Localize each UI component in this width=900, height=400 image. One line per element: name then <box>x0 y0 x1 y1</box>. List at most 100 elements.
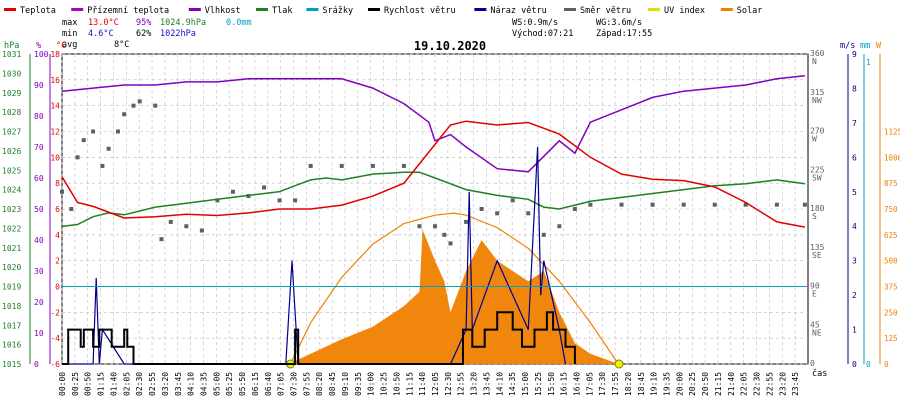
x-tick-label: 02:30 <box>135 372 144 396</box>
legend-label: UV index <box>664 6 705 16</box>
w-tick-label: 250 <box>884 308 898 317</box>
wind-dir-point <box>448 241 453 246</box>
x-tick-label: 06:40 <box>264 372 273 396</box>
w-tick-label: 625 <box>884 231 898 240</box>
x-tick-label: 09:10 <box>341 372 350 396</box>
dir-tick-label: 225 <box>810 165 825 174</box>
wind-dir-point <box>681 202 686 207</box>
series-pressure <box>61 171 806 228</box>
hpa-tick-label: 1016 <box>2 341 21 350</box>
dir-tick-compass: S <box>812 212 817 221</box>
x-tick-label: 15:00 <box>521 372 530 396</box>
ms-tick-label: 7 <box>852 119 857 128</box>
w-tick-label: 125 <box>884 334 898 343</box>
ms-tick-label: 5 <box>852 188 857 197</box>
legend-label: Solar <box>737 6 763 16</box>
wind-dir-point <box>277 198 282 203</box>
sunrise: Východ:07:21 <box>512 29 573 39</box>
dir-tick-label: 315 <box>810 88 825 97</box>
x-tick-label: 12:30 <box>444 372 453 396</box>
dir-tick-label: 90 <box>810 282 820 291</box>
sunset-marker <box>614 359 624 369</box>
wind-dir-point <box>215 198 220 203</box>
x-tick-label: 10:25 <box>380 372 389 396</box>
x-tick-label: 21:40 <box>727 372 736 396</box>
x-tick-label: 09:35 <box>354 372 363 396</box>
dir-tick-label: 180 <box>810 204 825 213</box>
x-tick-label: 04:35 <box>199 372 208 396</box>
x-tick-label: 01:40 <box>109 372 118 396</box>
wind-dir-point <box>122 112 127 117</box>
dir-tick-label: 360 <box>810 49 825 58</box>
x-unit-label: čas <box>812 368 827 379</box>
x-tick-label: 07:30 <box>290 372 299 396</box>
x-tick-label: 03:20 <box>161 372 170 396</box>
ms-tick-label: 2 <box>852 291 857 300</box>
legend-swatch <box>256 8 268 11</box>
series-humidity <box>61 74 805 173</box>
ms-tick-label: 3 <box>852 257 857 266</box>
x-tick-label: 20:00 <box>675 372 684 396</box>
dir-tick-label: 45 <box>810 320 820 329</box>
wind-wg: WG:3.6m/s <box>596 18 642 28</box>
x-tick-label: 13:45 <box>482 372 491 396</box>
x-tick-label: 08:45 <box>328 372 337 396</box>
wind-dir-point <box>106 146 111 151</box>
x-tick-label: 05:25 <box>225 372 234 396</box>
axis-unit-c: °C <box>56 41 66 51</box>
c-tick-label: 16 <box>50 76 60 85</box>
x-tick-label: 14:35 <box>508 372 517 396</box>
c-tick-label: 2 <box>55 257 60 266</box>
stat-min-press: 1022hPa <box>160 29 196 39</box>
x-tick-label: 06:15 <box>251 372 260 396</box>
legend-swatch <box>648 8 660 11</box>
x-tick-label: 07:05 <box>277 372 286 396</box>
pct-tick-label: 0 <box>34 360 39 369</box>
x-tick-label: 04:10 <box>187 372 196 396</box>
x-tick-label: 11:15 <box>405 372 414 396</box>
wind-dir-point <box>81 138 86 143</box>
x-tick-label: 10:50 <box>392 372 401 396</box>
wind-dir-point <box>69 207 74 211</box>
legend-label: Srážky <box>322 6 353 16</box>
stat-max-hum: 95% <box>136 18 151 28</box>
x-tick-label: 20:50 <box>701 372 710 396</box>
legend-swatch <box>188 8 201 11</box>
wind-dir-point <box>293 198 298 203</box>
x-tick-label: 19:10 <box>650 372 659 396</box>
x-tick-label: 00:50 <box>84 372 93 396</box>
x-tick-label: 12:05 <box>431 372 440 396</box>
wind-dir-point <box>168 219 173 224</box>
pct-tick-label: 100 <box>34 50 49 59</box>
x-tick-label: 18:45 <box>637 372 646 396</box>
dir-tick-compass: W <box>812 135 817 144</box>
hpa-tick-label: 1015 <box>2 360 21 369</box>
legend-label: Náraz větru <box>490 6 546 16</box>
dir-tick-compass: NW <box>812 96 822 105</box>
ms-tick-label: 9 <box>852 50 857 59</box>
dir-tick-label: 0 <box>810 359 815 368</box>
legend-swatch <box>4 8 16 11</box>
mm-tick-label: 1 <box>866 58 871 67</box>
x-tick-label: 02:05 <box>122 372 131 396</box>
wind-dir-point <box>91 129 96 134</box>
wind-dir-point <box>479 207 484 211</box>
ms-tick-label: 0 <box>852 360 857 369</box>
hpa-tick-label: 1020 <box>2 263 21 272</box>
series-wind-speed <box>62 311 576 365</box>
x-tick-label: 15:50 <box>547 372 556 396</box>
w-tick-label: 1125 <box>884 128 900 137</box>
c-tick-label: 8 <box>55 179 60 188</box>
stat-min-label: min <box>62 29 77 39</box>
x-tick-label: 22:55 <box>765 372 774 396</box>
x-tick-label: 01:15 <box>97 372 106 396</box>
pct-tick-label: 40 <box>34 236 44 245</box>
hpa-tick-label: 1027 <box>2 128 21 137</box>
x-tick-label: 13:20 <box>470 372 479 396</box>
wind-dir-point <box>75 155 80 160</box>
x-tick-label: 16:15 <box>560 372 569 396</box>
wind-dir-point <box>510 198 515 203</box>
dir-tick-compass: SE <box>812 251 822 260</box>
x-tick-label: 16:40 <box>572 372 581 396</box>
